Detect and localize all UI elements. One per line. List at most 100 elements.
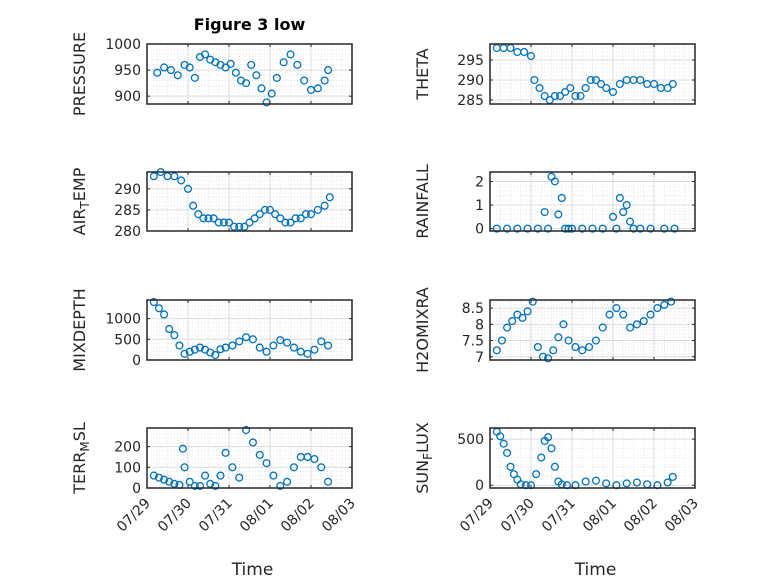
terr_msl-point [180,463,189,472]
sun_flux-point [632,478,641,487]
h2omixra-point [554,333,563,342]
air_temp-point [313,205,322,214]
sun_flux-xtick-label: 07/31 [539,496,579,536]
air_temp-ytick-label: 280 [114,224,141,240]
air_temp-point [245,218,254,227]
mixdepth-point [324,341,333,350]
air_temp-point [189,201,198,210]
subplot-sun_flux: 0 500 SUNFLUX 07/29 07/30 07/31 08/01 08/02 08/0… [413,422,702,580]
h2omixra-point [667,297,676,306]
terr_msl-ytick-label: 0 [132,481,141,497]
theta-point [596,79,606,89]
mixdepth-point [149,298,158,307]
air_temp-point [194,210,203,219]
h2omixra-point [598,323,607,332]
subplot-rainfall: 0 1 2 RAINFALL [413,164,696,239]
sun_flux-xtick-label: 07/30 [498,496,538,536]
h2omixra-point [544,354,553,363]
pressure-point [231,68,240,77]
air_temp-point [276,214,285,223]
mixdepth-point [160,310,169,319]
terr_msl-axes-box [146,427,353,489]
terr_msl-point [216,471,225,480]
terr_msl-point [185,477,194,486]
terr_msl-point [310,454,319,464]
subplot-theta: 285 290 295 THETA [413,43,696,109]
pressure-point [201,50,210,59]
h2omixra-ytick-label: 8.5 [462,301,484,317]
air_temp-axes-box [146,171,353,232]
h2omixra-point [619,310,628,319]
air_temp-point [255,210,264,219]
mixdepth-point [228,341,237,350]
sun_flux-point [668,472,677,481]
h2omixra-point [518,313,527,322]
air_temp-point [149,172,158,181]
pressure-point [242,79,251,88]
pressure-ytick-label: 950 [114,63,141,79]
air_temp-point [224,218,234,227]
air_temp-point [325,193,334,202]
terr_msl-point [190,481,199,490]
sun_flux-point [506,462,515,471]
h2omixra-point [612,304,621,313]
air_temp-point [209,214,218,223]
theta-point [526,51,536,61]
pressure-point [286,50,295,59]
h2omixra-point [571,342,580,352]
sun_flux-ylabel: SUNFLUX [413,422,435,494]
theta-point [535,83,544,93]
pressure-point [267,89,276,98]
air_temp-point [301,210,310,219]
pressure-point [226,59,235,68]
subplot-pressure: 900 950 1000 PRESSURE Figure 3 low [70,15,353,116]
air_temp-ytick-label: 285 [114,203,141,219]
sun_flux-point [581,477,590,486]
sun_flux-ytick-label: 500 [457,432,484,448]
terr_msl-point [154,473,164,482]
h2omixra-point [626,323,635,332]
sun_flux-point [550,462,559,471]
h2omixra-point [533,342,542,352]
mixdepth-point [276,336,285,345]
theta-point [550,91,559,101]
pressure-point [324,66,333,75]
sun_flux-point [622,479,631,488]
theta-point [555,91,565,101]
pressure-point [252,71,261,80]
mixdepth-point [310,345,319,354]
rainfall-point [503,224,512,233]
subplot-terr_msl: 0 100 200 TERRMSL 07/29 07/30 07/31 08/01 08/02 0… [70,422,359,580]
terr_msl-xlabel: Time [231,560,274,580]
air_temp-point [170,172,179,181]
h2omixra-point [591,336,600,345]
terr_msl-xtick-label: 07/31 [196,496,236,536]
sun_flux-point [499,439,508,448]
theta-point [649,79,659,89]
pressure-point [247,60,256,69]
sun_flux-point [503,448,512,457]
rainfall-point [533,224,542,233]
theta-point [668,79,677,89]
mixdepth-point [283,338,292,347]
sun_flux-ytick-label: 0 [475,478,484,494]
sun_flux-point [663,478,672,487]
air_temp-point [296,214,305,223]
air_temp-ytick-label: 290 [114,182,141,198]
air_temp-point [240,222,249,231]
h2omixra-point [653,304,662,313]
pressure-point [279,58,288,67]
h2omixra-point [549,346,558,355]
pressure-axes-box [146,43,353,105]
terr_msl-point [269,471,278,480]
terr_msl-point [262,459,271,468]
mixdepth-point [216,345,225,354]
mixdepth-point [185,347,194,356]
mixdepth-ytick-label: 500 [114,332,141,348]
rainfall-point [567,224,577,233]
terr_msl-point [221,448,230,457]
pressure-point [166,66,175,75]
terr_msl-ylabel: TERRMSL [70,422,92,495]
terr_msl-point [276,481,285,490]
pressure-point [320,76,329,85]
